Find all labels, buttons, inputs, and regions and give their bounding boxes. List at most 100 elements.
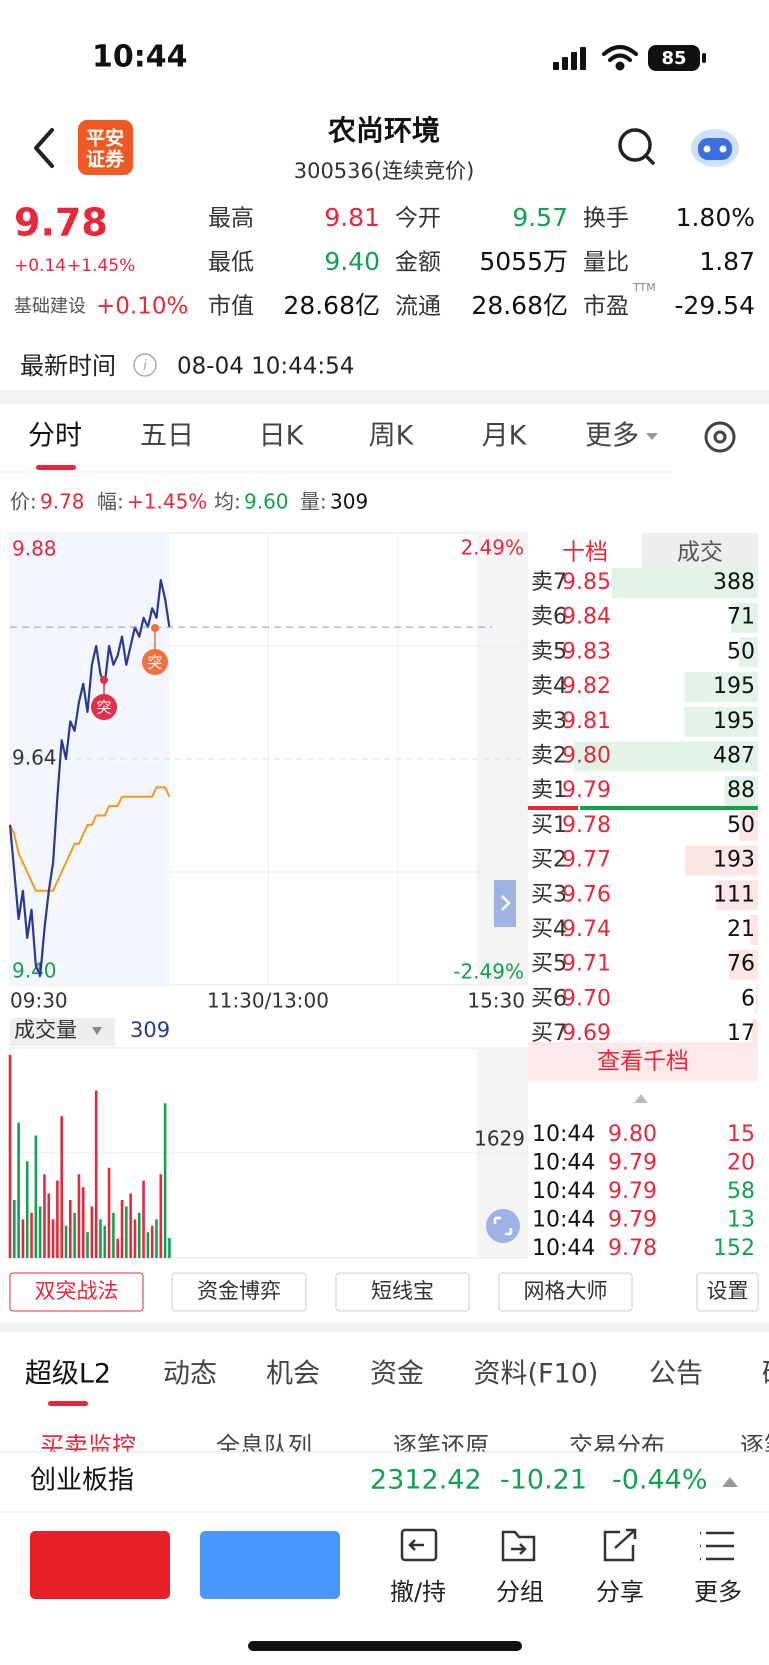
- tool-label[interactable]: 资金博弈: [197, 1279, 281, 1303]
- battery-level: 85: [661, 48, 686, 69]
- book-price: 9.76: [562, 882, 611, 907]
- book-level: 买2: [531, 848, 567, 873]
- field-value: 1.87: [699, 247, 755, 276]
- chart-tab[interactable]: 分时: [28, 421, 82, 452]
- book-tab[interactable]: 成交: [677, 540, 723, 566]
- book-volume: 6: [741, 986, 755, 1011]
- time-value: 08-04 10:44:54: [177, 354, 354, 380]
- volume-bar: [107, 1167, 111, 1258]
- time-tick-label: 09:30: [10, 989, 68, 1013]
- book-price: 9.81: [562, 709, 611, 734]
- collapse-arrow: [501, 895, 511, 911]
- info-tab[interactable]: 动态: [163, 1359, 217, 1390]
- book-price: 9.79: [562, 778, 611, 803]
- volume-bar: [116, 1238, 120, 1258]
- field-label: 今开: [395, 206, 441, 232]
- trades-caret: [634, 1094, 648, 1103]
- info-value: 9.78: [40, 490, 85, 514]
- field-value: -29.54: [674, 291, 755, 320]
- info-tab[interactable]: 研: [762, 1359, 769, 1390]
- book-price: 9.69: [562, 1021, 611, 1046]
- book-volume: 88: [727, 778, 755, 803]
- price-tick-label: 9.64: [12, 746, 57, 770]
- book-volume-bar: [716, 880, 758, 911]
- volume-bar: [155, 1219, 158, 1258]
- index-change-pct: -0.44%: [612, 1465, 708, 1496]
- action-label[interactable]: 撤/持: [390, 1578, 446, 1606]
- book-volume-bar: [731, 602, 758, 633]
- volume-bar: [133, 1219, 137, 1258]
- tool-button[interactable]: [9, 1272, 144, 1312]
- volume-bar: [146, 1232, 150, 1258]
- field-value: 28.68亿: [283, 291, 380, 320]
- tool-button[interactable]: [335, 1272, 470, 1312]
- chart-tab[interactable]: 月K: [482, 421, 528, 452]
- index-bar[interactable]: [0, 1452, 769, 1512]
- broker-logo: [78, 120, 133, 175]
- volume-bar: [56, 1180, 59, 1258]
- volume-bar: [17, 1122, 20, 1258]
- book-volume-bar: [751, 1019, 758, 1050]
- volume-bar: [60, 1116, 63, 1258]
- chart-tab[interactable]: 五日: [140, 421, 194, 452]
- field-note: TTM: [632, 281, 656, 294]
- book-level: 卖4: [531, 674, 567, 699]
- time-tick-label: 11:30/13:00: [207, 989, 329, 1013]
- volume-bar: [137, 1212, 141, 1258]
- book-volume: 195: [713, 674, 755, 699]
- search-button[interactable]: [618, 128, 655, 165]
- action-label[interactable]: 更多: [694, 1578, 742, 1606]
- clock: 10:44: [92, 40, 188, 75]
- tool-button[interactable]: [498, 1272, 633, 1312]
- chart-tab[interactable]: 周K: [369, 421, 415, 452]
- more-levels-button[interactable]: [528, 1042, 758, 1081]
- book-volume-bar: [739, 637, 758, 668]
- book-volume-bar: [755, 984, 758, 1015]
- volume-bar: [25, 1161, 29, 1258]
- index-value: 2312.42: [370, 1465, 482, 1496]
- tool-label[interactable]: 短线宝: [371, 1279, 434, 1303]
- volume-bar: [86, 1232, 89, 1258]
- breakout-badge[interactable]: [91, 694, 117, 720]
- info-tab[interactable]: 资料(F10): [474, 1359, 599, 1390]
- info-tab[interactable]: 超级L2: [25, 1359, 111, 1390]
- expand-button[interactable]: [486, 1209, 520, 1243]
- tool-label[interactable]: 设置: [707, 1279, 749, 1303]
- time-tick-label: 15:30: [467, 989, 525, 1013]
- back-button[interactable]: [34, 128, 54, 168]
- trade-price: 9.79: [608, 1208, 657, 1233]
- book-tab[interactable]: 十档: [562, 540, 608, 566]
- info-tab[interactable]: 机会: [266, 1359, 320, 1390]
- chart-tab[interactable]: 更多: [585, 421, 639, 452]
- tool-label[interactable]: 双突战法: [35, 1279, 119, 1303]
- buy-button[interactable]: [30, 1531, 170, 1599]
- sell-button[interactable]: [200, 1531, 340, 1599]
- info-icon: [133, 353, 157, 377]
- tool-button[interactable]: [171, 1272, 307, 1312]
- tool-label[interactable]: 网格大师: [524, 1279, 608, 1303]
- info-tab[interactable]: 公告: [649, 1359, 703, 1390]
- index-name: 创业板指: [30, 1466, 134, 1496]
- collapse-handle[interactable]: [494, 880, 516, 927]
- volume-bar: [21, 1219, 25, 1258]
- volume-bar: [34, 1135, 38, 1258]
- more-levels-text[interactable]: 查看千档: [597, 1049, 689, 1075]
- info-tab-underline: [48, 1401, 88, 1406]
- action-label[interactable]: 分组: [496, 1578, 544, 1606]
- book-level: 卖6: [531, 605, 567, 630]
- settings-button[interactable]: [704, 421, 736, 453]
- section-gap: [0, 1322, 769, 1332]
- breakout-badge[interactable]: [142, 649, 168, 675]
- volume-bar: [94, 1090, 98, 1258]
- info-tab[interactable]: 资金: [370, 1359, 424, 1390]
- trade-price: 9.78: [608, 1236, 657, 1261]
- action-label[interactable]: 分享: [596, 1578, 644, 1606]
- tool-button[interactable]: [696, 1272, 759, 1312]
- book-tab-bg[interactable]: [642, 533, 758, 570]
- trade-price: 9.79: [608, 1151, 657, 1176]
- assistant-button[interactable]: [691, 129, 739, 167]
- more-caret: [646, 433, 658, 440]
- trade-price: 9.79: [608, 1179, 657, 1204]
- chart-tab[interactable]: 日K: [259, 421, 305, 452]
